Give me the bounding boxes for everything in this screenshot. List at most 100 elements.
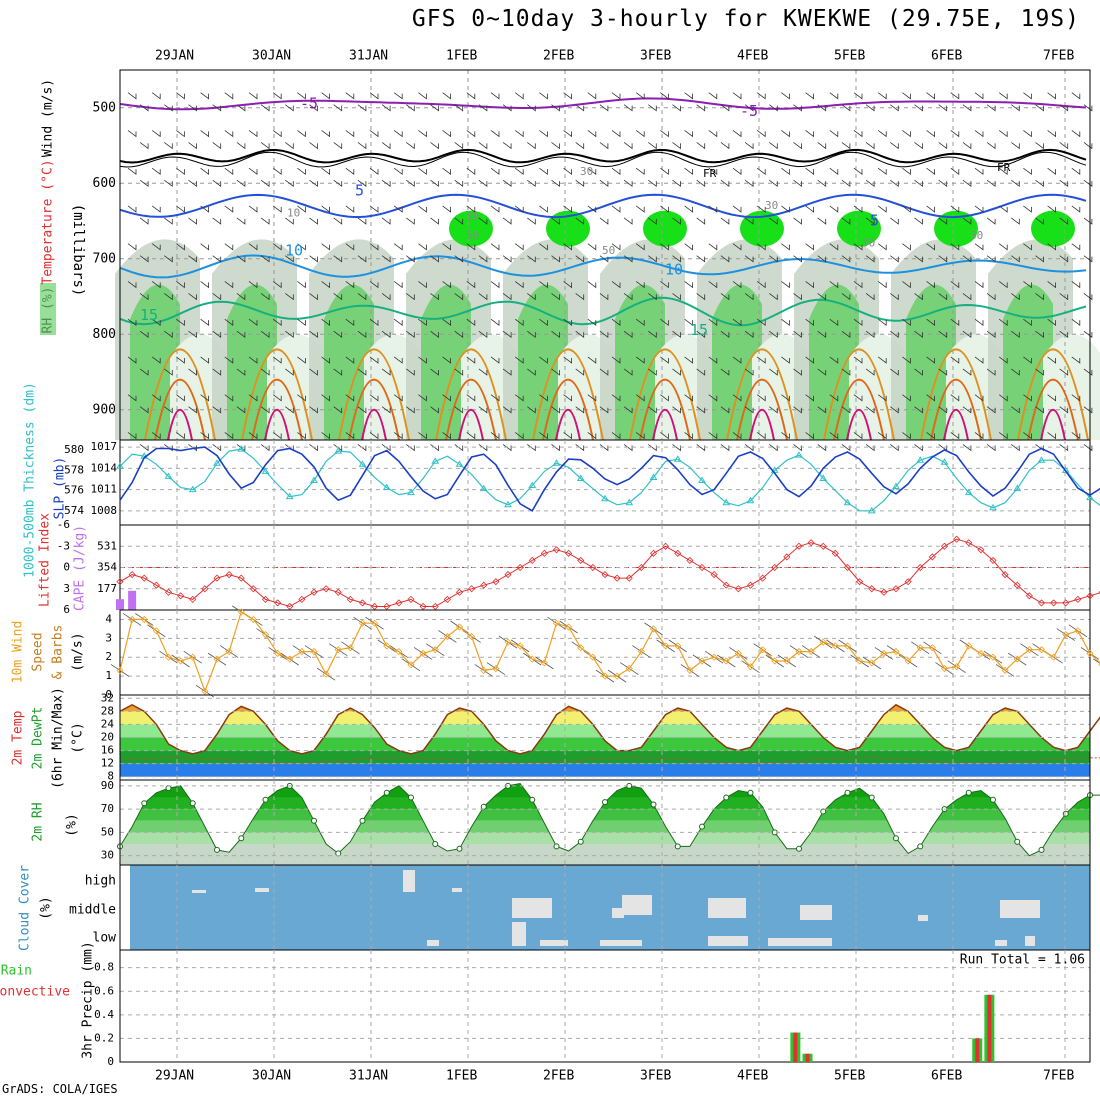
wind10-speed-point	[443, 632, 451, 641]
rh-2m-point	[868, 794, 875, 801]
wind-barb	[478, 104, 488, 112]
wind-barb	[998, 281, 1008, 289]
wind-barb	[381, 104, 391, 112]
wind-barb	[224, 205, 234, 213]
wind10-speed-point	[164, 653, 173, 661]
wind-barb	[1011, 293, 1020, 301]
lifted-index-point	[601, 571, 609, 579]
wind-barb	[914, 104, 923, 112]
wind-barb	[914, 255, 923, 263]
temp-band	[120, 750, 1090, 764]
wind-barb	[611, 130, 621, 138]
wind-barb	[381, 293, 391, 301]
wind-barb	[672, 255, 681, 263]
wind-barb	[1083, 330, 1093, 338]
lifted-index-point	[492, 578, 500, 586]
wind10-speed-point	[625, 664, 633, 673]
wind10-speed-point	[492, 664, 500, 673]
date-label-top: 3FEB	[640, 49, 671, 64]
wind-barb	[345, 205, 355, 213]
wind-barb	[793, 142, 802, 150]
wind-barb	[260, 142, 270, 150]
contour-label: 10	[665, 261, 683, 279]
wind-barb	[164, 406, 173, 414]
precip-convective-bar	[987, 994, 992, 1062]
rh-2m-point	[214, 846, 220, 853]
wind-barb	[551, 368, 560, 376]
cloud-block	[540, 940, 568, 946]
wind-barb	[1011, 179, 1020, 187]
wind-barb	[1023, 432, 1032, 440]
contour-label: FR	[703, 167, 717, 180]
lifted-index-point	[128, 571, 136, 579]
lifted-index-point	[383, 602, 391, 611]
temp-contour-30	[652, 408, 678, 441]
wind-barb	[998, 356, 1008, 364]
contour-label: 30	[765, 199, 778, 212]
wind-barb	[1059, 104, 1069, 112]
wind10-speed-point	[249, 615, 257, 624]
wind-barb	[672, 142, 681, 150]
wind-barb	[333, 330, 343, 338]
lifted-index-point	[164, 588, 173, 596]
wind10-speed-point	[734, 649, 742, 658]
wind-barb	[454, 330, 464, 338]
wind10-speed-point	[395, 647, 403, 656]
wind-barb	[684, 281, 693, 289]
wind-barb	[466, 394, 476, 402]
thickness-point	[576, 474, 585, 481]
wind-barb	[164, 368, 173, 376]
wind-barb	[575, 255, 585, 263]
wind-barb	[1071, 167, 1081, 175]
wind-barb	[599, 217, 609, 225]
wind-barb	[127, 432, 137, 440]
wind-barb	[623, 217, 633, 225]
wind-barb	[139, 330, 149, 338]
wind-barb	[575, 406, 585, 414]
wind-barb	[672, 179, 681, 187]
contour-label: 15	[690, 321, 708, 339]
wind-barb	[200, 432, 209, 440]
lifted-index-point	[577, 556, 585, 564]
wind-barb	[478, 444, 488, 452]
wind-barb	[297, 167, 306, 175]
wind-barb	[660, 167, 669, 175]
wind-barb	[563, 205, 572, 213]
wind-barb	[635, 318, 645, 326]
wind-barb	[611, 394, 621, 402]
rh2m-axis-unit: (%)	[65, 813, 80, 836]
wind-barb	[829, 432, 839, 440]
wind-barb	[188, 330, 197, 338]
wind-barb	[260, 255, 270, 263]
wind-barb	[297, 243, 306, 251]
wind-barb	[998, 130, 1008, 138]
wind-barb	[732, 243, 742, 251]
rh-band	[120, 783, 1090, 798]
wind-barb	[406, 406, 415, 414]
thickness-point	[455, 460, 464, 467]
wind-barb	[212, 444, 222, 452]
wind-barb	[841, 368, 851, 376]
wind-barb	[781, 92, 790, 100]
wind-barb	[502, 293, 512, 301]
wind-barb	[345, 394, 355, 402]
temp2m-y-tick: 20	[101, 731, 114, 744]
wind-barb	[865, 104, 875, 112]
wind-barb	[938, 293, 948, 301]
wind-barb	[369, 130, 379, 138]
wind-barb	[1023, 92, 1032, 100]
wind-barb	[1023, 318, 1032, 326]
wind-barb	[418, 243, 427, 251]
precip-panel-frame	[119, 949, 1091, 1063]
wind-barb	[430, 293, 439, 301]
wind-barb	[1083, 217, 1093, 225]
wind-barb	[623, 142, 633, 150]
wind-barb	[139, 368, 149, 376]
wind-barb	[962, 293, 972, 301]
footer-credit: GrADS: COLA/IGES	[2, 1082, 118, 1096]
wind-barb	[1011, 255, 1020, 263]
wind-barb	[333, 179, 343, 187]
lifted-index-point	[1086, 592, 1094, 600]
temp-contour-25	[639, 378, 691, 441]
wind-barb	[720, 104, 730, 112]
